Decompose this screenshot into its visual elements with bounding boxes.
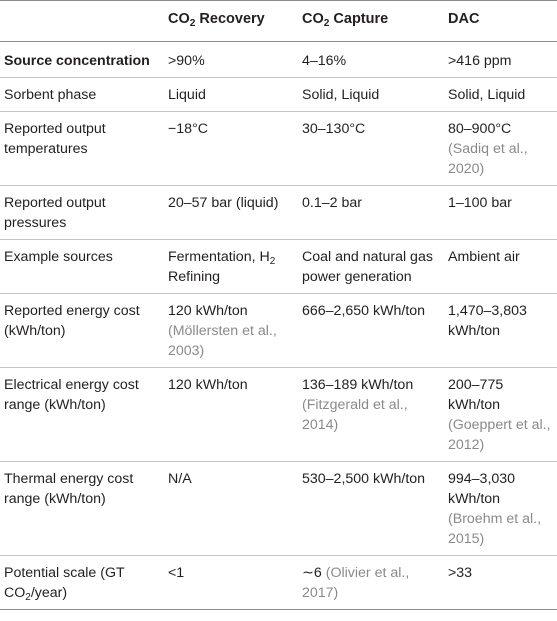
cell-capture: 30–130°C (298, 111, 444, 186)
cell-value: 136–189 kWh/ton (302, 377, 414, 393)
cell-dac: 200–775 kWh/ton (Goeppert et al., 2012) (444, 367, 557, 462)
cell-capture: 666–2,650 kWh/ton (298, 293, 444, 368)
row-label: Reported output temperatures (0, 111, 164, 186)
header-empty (0, 0, 164, 42)
table-row: Reported output temperatures −18°C 30–13… (0, 111, 557, 186)
cell-dac: 1–100 bar (444, 185, 557, 240)
header-co2-capture: CO2 Capture (298, 0, 444, 42)
citation-link[interactable]: (Olivier et al., 2017) (302, 565, 410, 601)
citation-link[interactable]: (Möllersten et al., 2003) (168, 323, 277, 359)
cell-value: 994–3,030 kWh/ton (448, 471, 516, 507)
cell-value: ∼6 (302, 565, 322, 581)
cell-recovery: N/A (164, 461, 298, 556)
cell-dac: >416 ppm (444, 41, 557, 78)
cell-recovery: 120 kWh/ton (Möllersten et al., 2003) (164, 293, 298, 368)
table-row: Source concentration >90% 4–16% >416 ppm (0, 41, 557, 78)
cell-recovery: −18°C (164, 111, 298, 186)
table-row: Reported energy cost (kWh/ton) 120 kWh/t… (0, 293, 557, 368)
header-dac: DAC (444, 0, 557, 42)
row-label: Potential scale (GT CO2/year) (0, 555, 164, 610)
table-row: Thermal energy cost range (kWh/ton) N/A … (0, 461, 557, 556)
cell-recovery: <1 (164, 555, 298, 610)
citation-link[interactable]: (Broehm et al., 2015) (448, 511, 542, 547)
table-row: Example sources Fermentation, H2 Refinin… (0, 239, 557, 294)
cell-recovery: >90% (164, 41, 298, 78)
cell-recovery: 20–57 bar (liquid) (164, 185, 298, 240)
cell-recovery: Liquid (164, 77, 298, 112)
cell-dac: Solid, Liquid (444, 77, 557, 112)
cell-capture: 136–189 kWh/ton (Fitzgerald et al., 2014) (298, 367, 444, 462)
table-row: Potential scale (GT CO2/year) <1 ∼6 (Oli… (0, 555, 557, 610)
table-row: Sorbent phase Liquid Solid, Liquid Solid… (0, 77, 557, 112)
cell-dac: 994–3,030 kWh/ton (Broehm et al., 2015) (444, 461, 557, 556)
header-row: CO2 Recovery CO2 Capture DAC (0, 0, 557, 42)
row-label: Source concentration (0, 41, 164, 78)
header-co2-recovery: CO2 Recovery (164, 0, 298, 42)
table-row: Electrical energy cost range (kWh/ton) 1… (0, 367, 557, 462)
cell-value: 120 kWh/ton (168, 303, 248, 319)
citation-link[interactable]: (Sadiq et al., 2020) (448, 141, 528, 177)
table-row: Reported output pressures 20–57 bar (liq… (0, 185, 557, 240)
row-label: Thermal energy cost range (kWh/ton) (0, 461, 164, 556)
row-label: Example sources (0, 239, 164, 294)
cell-recovery: Fermentation, H2 Refining (164, 239, 298, 294)
cell-dac: 1,470–3,803 kWh/ton (444, 293, 557, 368)
cell-recovery: 120 kWh/ton (164, 367, 298, 462)
citation-link[interactable]: (Goeppert et al., 2012) (448, 417, 551, 453)
cell-capture: Solid, Liquid (298, 77, 444, 112)
row-label: Reported energy cost (kWh/ton) (0, 293, 164, 368)
row-label: Reported output pressures (0, 185, 164, 240)
cell-dac: 80–900°C (Sadiq et al., 2020) (444, 111, 557, 186)
cell-dac: >33 (444, 555, 557, 610)
cell-capture: 0.1–2 bar (298, 185, 444, 240)
row-label: Electrical energy cost range (kWh/ton) (0, 367, 164, 462)
citation-link[interactable]: (Fitzgerald et al., 2014) (302, 397, 408, 433)
cell-capture: Coal and natural gas power generation (298, 239, 444, 294)
cell-capture: 4–16% (298, 41, 444, 78)
cell-value: 80–900°C (448, 121, 512, 137)
cell-capture: ∼6 (Olivier et al., 2017) (298, 555, 444, 610)
cell-dac: Ambient air (444, 239, 557, 294)
cell-value: 200–775 kWh/ton (448, 377, 504, 413)
row-label: Sorbent phase (0, 77, 164, 112)
cell-capture: 530–2,500 kWh/ton (298, 461, 444, 556)
